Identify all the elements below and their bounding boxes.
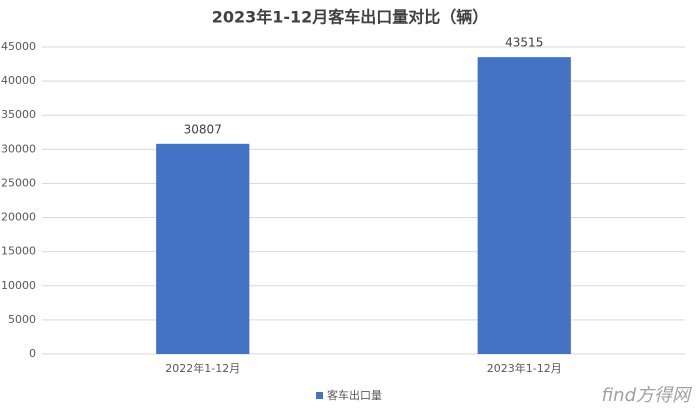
y-tick-label: 40000: [1, 74, 36, 87]
y-tick-label: 10000: [1, 279, 36, 292]
y-tick-label: 20000: [1, 211, 36, 224]
y-tick-label: 5000: [8, 313, 36, 326]
legend-label: 客车出口量: [327, 388, 382, 402]
bar: [477, 57, 571, 354]
data-label: 43515: [505, 36, 543, 50]
bar: [156, 143, 250, 354]
y-tick-label: 35000: [1, 108, 36, 121]
y-tick-label: 15000: [1, 245, 36, 258]
y-tick-label: 25000: [1, 176, 36, 189]
data-label: 30807: [184, 122, 222, 136]
watermark: find方得网: [602, 385, 692, 406]
legend-swatch: [316, 392, 323, 399]
y-tick-label: 30000: [1, 142, 36, 155]
x-tick-label: 2023年1-12月: [487, 361, 562, 375]
x-tick-label: 2022年1-12月: [165, 361, 240, 375]
y-tick-label: 45000: [1, 40, 36, 53]
chart-title: 2023年1-12月客车出口量对比（辆）: [212, 8, 489, 27]
y-tick-label: 0: [29, 347, 36, 360]
